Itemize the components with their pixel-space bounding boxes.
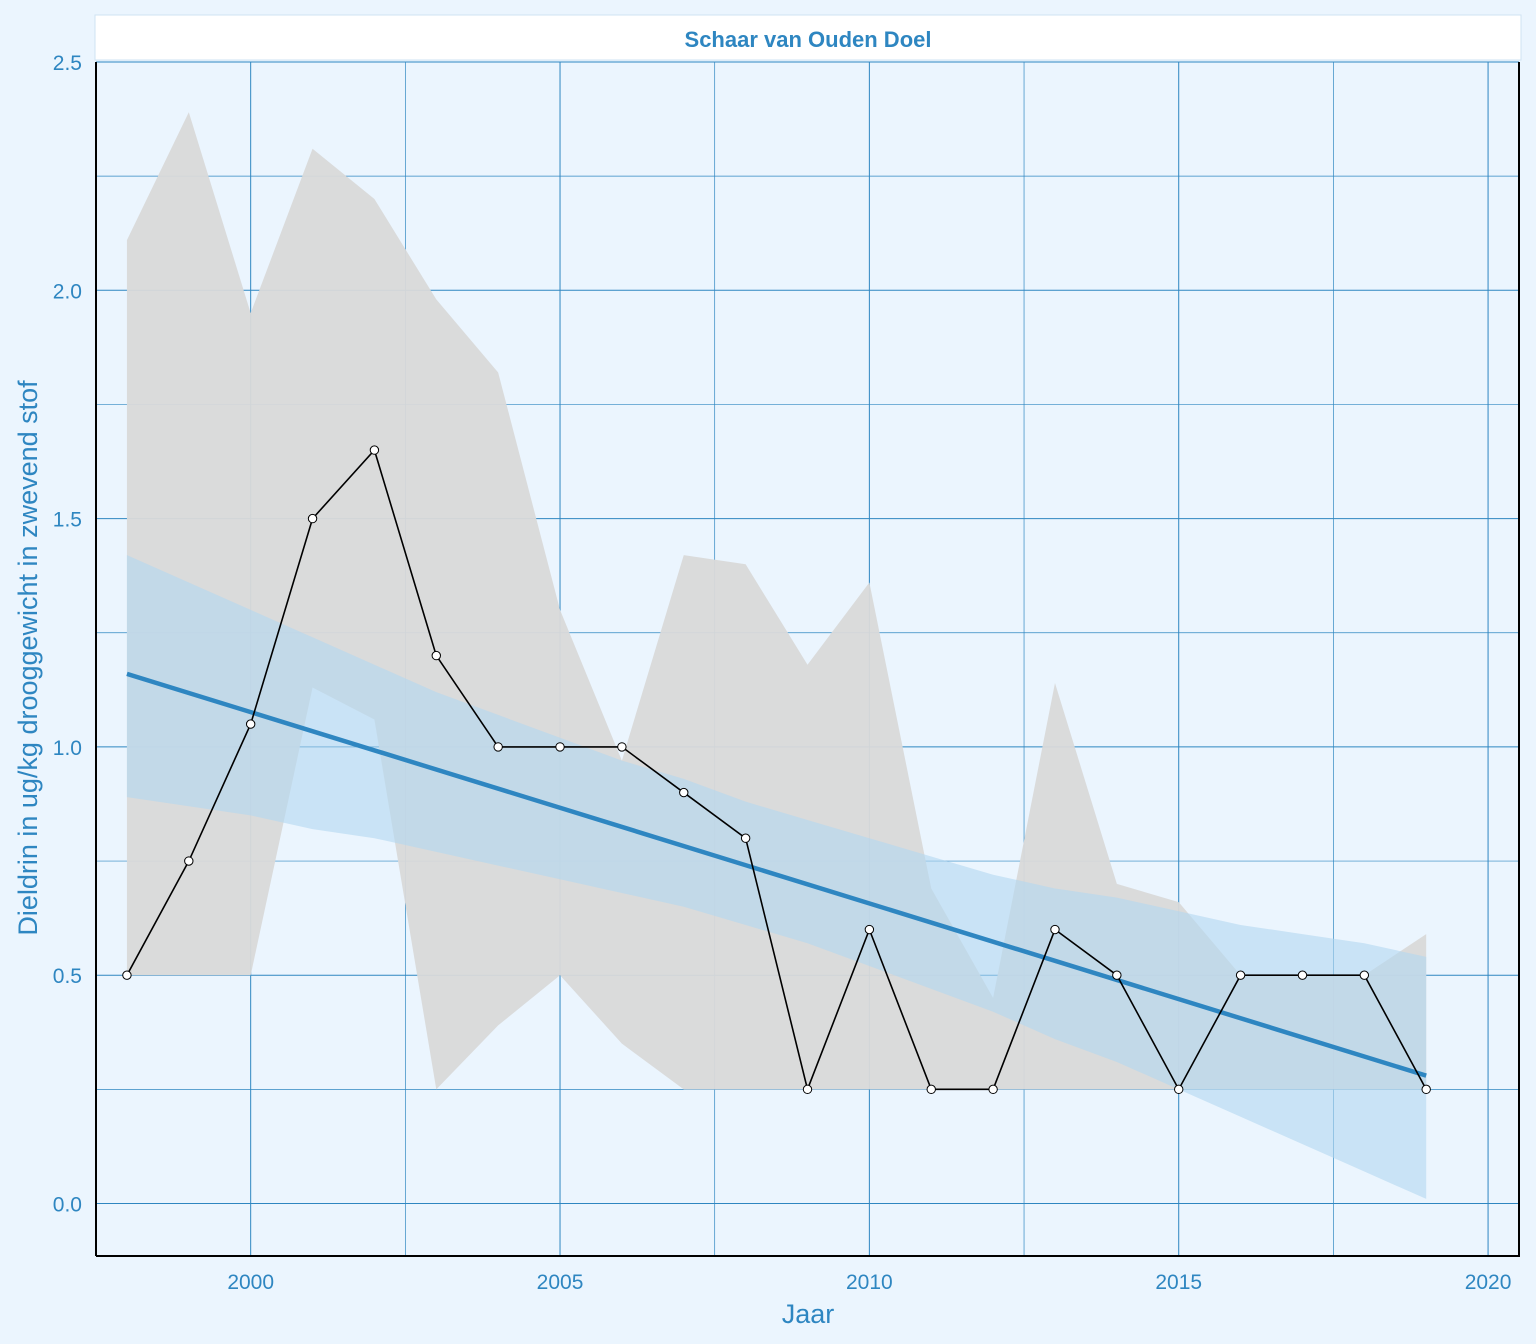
- data-point: [1359, 970, 1370, 980]
- data-point: [988, 1084, 998, 1095]
- y-tick-label: 1.5: [53, 509, 82, 532]
- data-point: [184, 856, 194, 866]
- y-tick-label: 0.5: [53, 965, 82, 988]
- data-point: [431, 650, 441, 661]
- data-points: [122, 445, 1431, 1095]
- data-point: [493, 742, 503, 752]
- series-line: [126, 448, 1427, 1092]
- data-point: [1112, 970, 1122, 980]
- data-point: [1235, 970, 1246, 980]
- data-point: [1421, 1084, 1431, 1095]
- strip-header: [94, 14, 1522, 61]
- y-tick-label: 1.0: [53, 737, 82, 760]
- data-point: [369, 445, 380, 455]
- x-tick-label: 2000: [227, 1271, 274, 1294]
- chart-title: Schaar van Ouden Doel: [685, 27, 932, 52]
- data-point: [864, 924, 875, 935]
- data-point: [617, 742, 627, 752]
- series-polyline: [126, 448, 1427, 1092]
- data-point: [122, 970, 132, 980]
- trend-line: [126, 671, 1427, 1078]
- data-point: [1174, 1084, 1184, 1095]
- data-point: [1050, 924, 1060, 935]
- data-point: [555, 742, 565, 752]
- data-point: [1297, 970, 1308, 980]
- y-tick-labels: 0.0 0.5 1.0 1.5 2.0 2.5: [53, 52, 82, 1216]
- y-tick-label: 0.0: [53, 1193, 82, 1216]
- data-point: [245, 719, 256, 729]
- x-tick-label: 2010: [846, 1271, 893, 1294]
- data-point: [307, 513, 318, 524]
- x-tick-label: 2015: [1155, 1271, 1202, 1294]
- data-point: [926, 1084, 936, 1095]
- x-tick-labels: 2000 2005 2010 2015 2020: [227, 1271, 1511, 1294]
- x-tick-label: 2005: [537, 1271, 584, 1294]
- y-tick-label: 2.0: [53, 280, 82, 303]
- data-point: [679, 787, 689, 798]
- data-point: [802, 1084, 813, 1095]
- x-tick-label: 2020: [1465, 1271, 1512, 1294]
- trend-line-path: [126, 671, 1427, 1078]
- data-point: [740, 833, 751, 843]
- y-axis-title: Dieldrin in ug/kg drooggewicht in zweven…: [13, 380, 43, 936]
- x-axis-title: Jaar: [782, 1299, 835, 1329]
- y-tick-label: 2.5: [53, 52, 82, 75]
